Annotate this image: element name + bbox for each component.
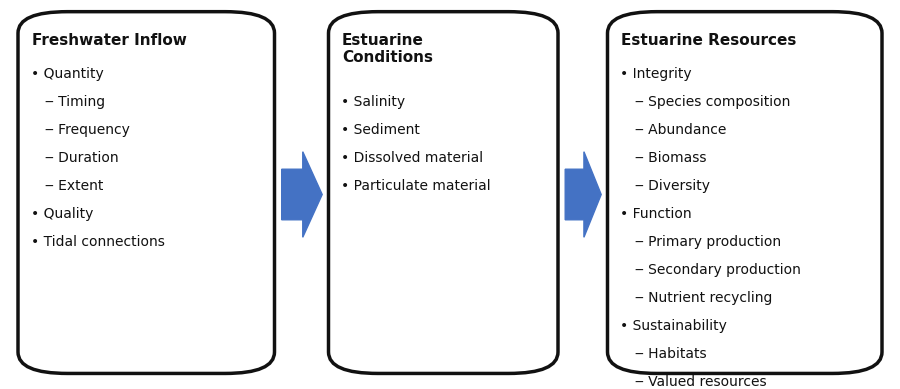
- Text: Estuarine Resources: Estuarine Resources: [621, 33, 796, 48]
- Text: ‒ Extent: ‒ Extent: [45, 179, 104, 193]
- Text: ‒ Biomass: ‒ Biomass: [634, 151, 706, 165]
- Text: • Function: • Function: [620, 207, 692, 221]
- Text: ‒ Timing: ‒ Timing: [45, 95, 105, 109]
- Text: • Particulate material: • Particulate material: [341, 179, 491, 193]
- FancyBboxPatch shape: [328, 12, 558, 373]
- Text: Freshwater Inflow: Freshwater Inflow: [32, 33, 186, 48]
- Text: ‒ Frequency: ‒ Frequency: [45, 123, 130, 137]
- Text: • Integrity: • Integrity: [620, 67, 692, 81]
- Text: • Sediment: • Sediment: [341, 123, 420, 137]
- Text: ‒ Habitats: ‒ Habitats: [634, 347, 706, 361]
- Text: • Sustainability: • Sustainability: [620, 319, 727, 333]
- Text: ‒ Species composition: ‒ Species composition: [634, 95, 790, 109]
- Text: ‒ Nutrient recycling: ‒ Nutrient recycling: [634, 291, 772, 305]
- FancyBboxPatch shape: [608, 12, 882, 373]
- Text: ‒ Diversity: ‒ Diversity: [634, 179, 709, 193]
- Text: ‒ Valued resources: ‒ Valued resources: [634, 375, 766, 389]
- FancyArrow shape: [565, 152, 601, 237]
- Text: • Salinity: • Salinity: [341, 95, 405, 109]
- Text: • Quantity: • Quantity: [31, 67, 104, 81]
- Text: ‒ Abundance: ‒ Abundance: [634, 123, 726, 137]
- FancyArrow shape: [282, 152, 322, 237]
- Text: ‒ Duration: ‒ Duration: [45, 151, 119, 165]
- Text: ‒ Secondary production: ‒ Secondary production: [634, 263, 800, 277]
- Text: • Tidal connections: • Tidal connections: [31, 235, 165, 249]
- Text: ‒ Primary production: ‒ Primary production: [634, 235, 780, 249]
- Text: Estuarine
Conditions: Estuarine Conditions: [342, 33, 433, 65]
- Text: • Dissolved material: • Dissolved material: [341, 151, 483, 165]
- Text: • Quality: • Quality: [31, 207, 93, 221]
- FancyBboxPatch shape: [18, 12, 274, 373]
